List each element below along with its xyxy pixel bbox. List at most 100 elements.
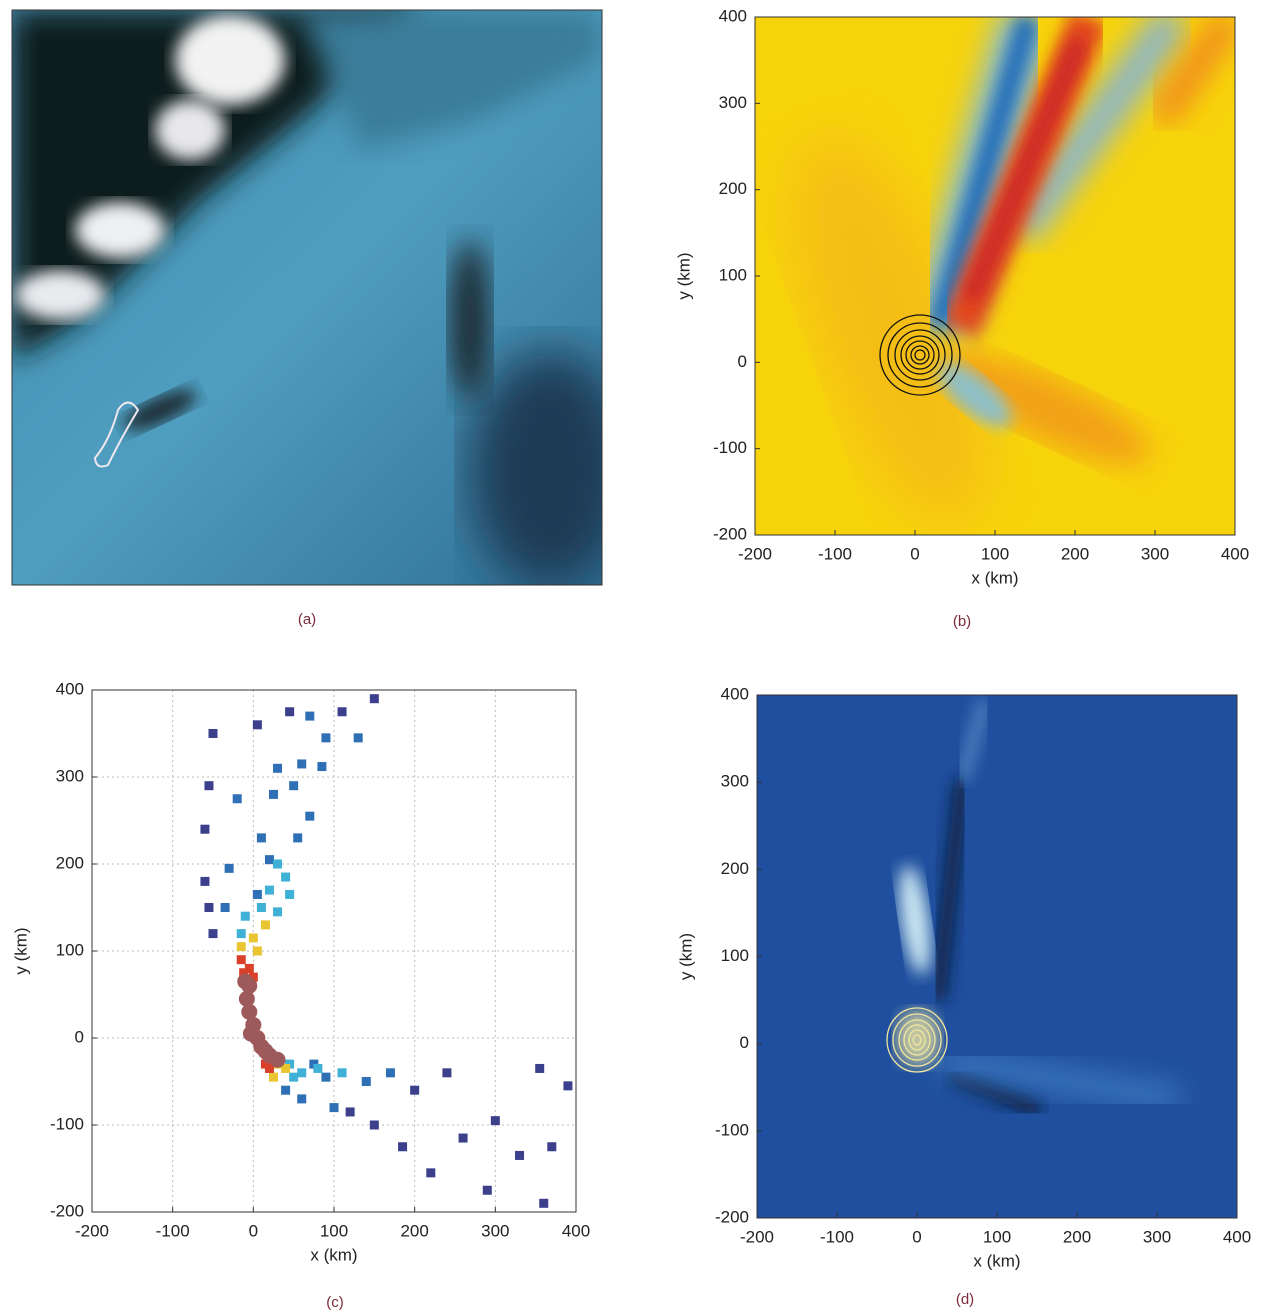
y-tick-label: 100 — [56, 940, 84, 959]
y-tick-label: 200 — [56, 853, 84, 872]
scatter-point — [289, 1073, 298, 1082]
scatter-point — [237, 973, 253, 989]
scatter-point — [249, 933, 258, 942]
scatter-point — [346, 1107, 355, 1116]
scatter-point — [265, 855, 274, 864]
scatter-point — [330, 1103, 339, 1112]
scatter-point — [225, 864, 234, 873]
scatter-point — [563, 1081, 572, 1090]
scatter-point — [362, 1077, 371, 1086]
scatter-point — [370, 694, 379, 703]
scatter-point — [253, 947, 262, 956]
y-tick-label: -200 — [50, 1201, 84, 1220]
scatter-point — [459, 1134, 468, 1143]
scatter-point — [321, 1073, 330, 1082]
scatter-point — [297, 1094, 306, 1103]
x-tick-label: 100 — [981, 544, 1009, 563]
scatter-point — [535, 1064, 544, 1073]
x-tick-label: -200 — [75, 1221, 109, 1240]
x-axis-label: x (km) — [971, 568, 1018, 587]
scatter-point — [305, 712, 314, 721]
y-tick-label: 300 — [56, 766, 84, 785]
scatter-point — [261, 920, 270, 929]
y-tick-label: -100 — [715, 1120, 749, 1139]
scatter-point — [338, 1068, 347, 1077]
scatter-point — [305, 812, 314, 821]
x-axis-label: x (km) — [310, 1245, 357, 1264]
caption: (b) — [953, 613, 971, 630]
caption: (c) — [326, 1294, 344, 1311]
scatter-point — [297, 759, 306, 768]
scatter-point — [269, 1073, 278, 1082]
y-tick-label: -200 — [713, 524, 747, 543]
scatter-point — [398, 1142, 407, 1151]
x-axis-label: x (km) — [973, 1251, 1020, 1270]
scatter-point — [281, 1086, 290, 1095]
x-tick-label: -100 — [818, 544, 852, 563]
x-tick-label: 200 — [400, 1221, 428, 1240]
y-tick-label: 300 — [719, 93, 747, 112]
scatter-point — [354, 733, 363, 742]
scatter-point — [269, 790, 278, 799]
scatter-point — [253, 720, 262, 729]
y-tick-label: 200 — [721, 859, 749, 878]
scatter-point — [200, 877, 209, 886]
scatter-point — [209, 729, 218, 738]
scatter-point — [483, 1186, 492, 1195]
scatter-point — [285, 707, 294, 716]
y-tick-label: 400 — [721, 684, 749, 703]
scatter-point — [386, 1068, 395, 1077]
y-tick-label: 400 — [56, 679, 84, 698]
figure: (a) (b) -200 -100 0 100 200 300 400 -200 -100 0 100 2… — [0, 0, 1264, 1315]
scatter-point — [257, 1043, 273, 1059]
scatter-point — [539, 1199, 548, 1208]
scatter-point — [289, 781, 298, 790]
x-tick-label: 300 — [1141, 544, 1169, 563]
x-tick-label: 300 — [481, 1221, 509, 1240]
y-tick-label: 0 — [75, 1027, 84, 1046]
x-tick-label: 200 — [1063, 1227, 1091, 1246]
x-tick-label: 0 — [249, 1221, 258, 1240]
scatter-point — [209, 929, 218, 938]
x-tick-label: -100 — [820, 1227, 854, 1246]
caption: (d) — [956, 1291, 974, 1308]
y-axis-label: y (km) — [674, 252, 693, 299]
scatter-point — [200, 825, 209, 834]
x-tick-label: 400 — [1221, 544, 1249, 563]
x-tick-label: 0 — [912, 1227, 921, 1246]
x-tick-label: -200 — [738, 544, 772, 563]
scatter-point — [273, 907, 282, 916]
scatter-point — [285, 890, 294, 899]
y-tick-label: -100 — [50, 1114, 84, 1133]
x-tick-label: 100 — [320, 1221, 348, 1240]
scatter-point — [204, 903, 213, 912]
scatter-point — [491, 1116, 500, 1125]
x-tick-label: 300 — [1143, 1227, 1171, 1246]
y-tick-label: 100 — [719, 265, 747, 284]
contour-field — [755, 17, 1235, 542]
contour-field — [757, 695, 1237, 1218]
scatter-point — [237, 955, 246, 964]
caption: (a) — [298, 611, 316, 628]
scatter-point — [281, 873, 290, 882]
scatter-point — [204, 781, 213, 790]
scatter-point — [257, 903, 266, 912]
y-tick-label: 300 — [721, 772, 749, 791]
scatter-point — [257, 833, 266, 842]
scatter-point — [547, 1142, 556, 1151]
scatter-point — [293, 833, 302, 842]
y-tick-label: 400 — [719, 6, 747, 25]
scatter-point — [273, 860, 282, 869]
satellite-image — [12, 10, 630, 590]
scatter-point — [273, 764, 282, 773]
scatter-point — [321, 733, 330, 742]
scatter-point — [233, 794, 242, 803]
x-tick-label: 100 — [983, 1227, 1011, 1246]
scatter-point — [253, 890, 262, 899]
y-tick-label: 200 — [719, 179, 747, 198]
scatter-point — [237, 929, 246, 938]
scatter-point — [338, 707, 347, 716]
x-tick-label: 400 — [562, 1221, 590, 1240]
y-tick-label: 0 — [738, 352, 747, 371]
scatter-point — [442, 1068, 451, 1077]
